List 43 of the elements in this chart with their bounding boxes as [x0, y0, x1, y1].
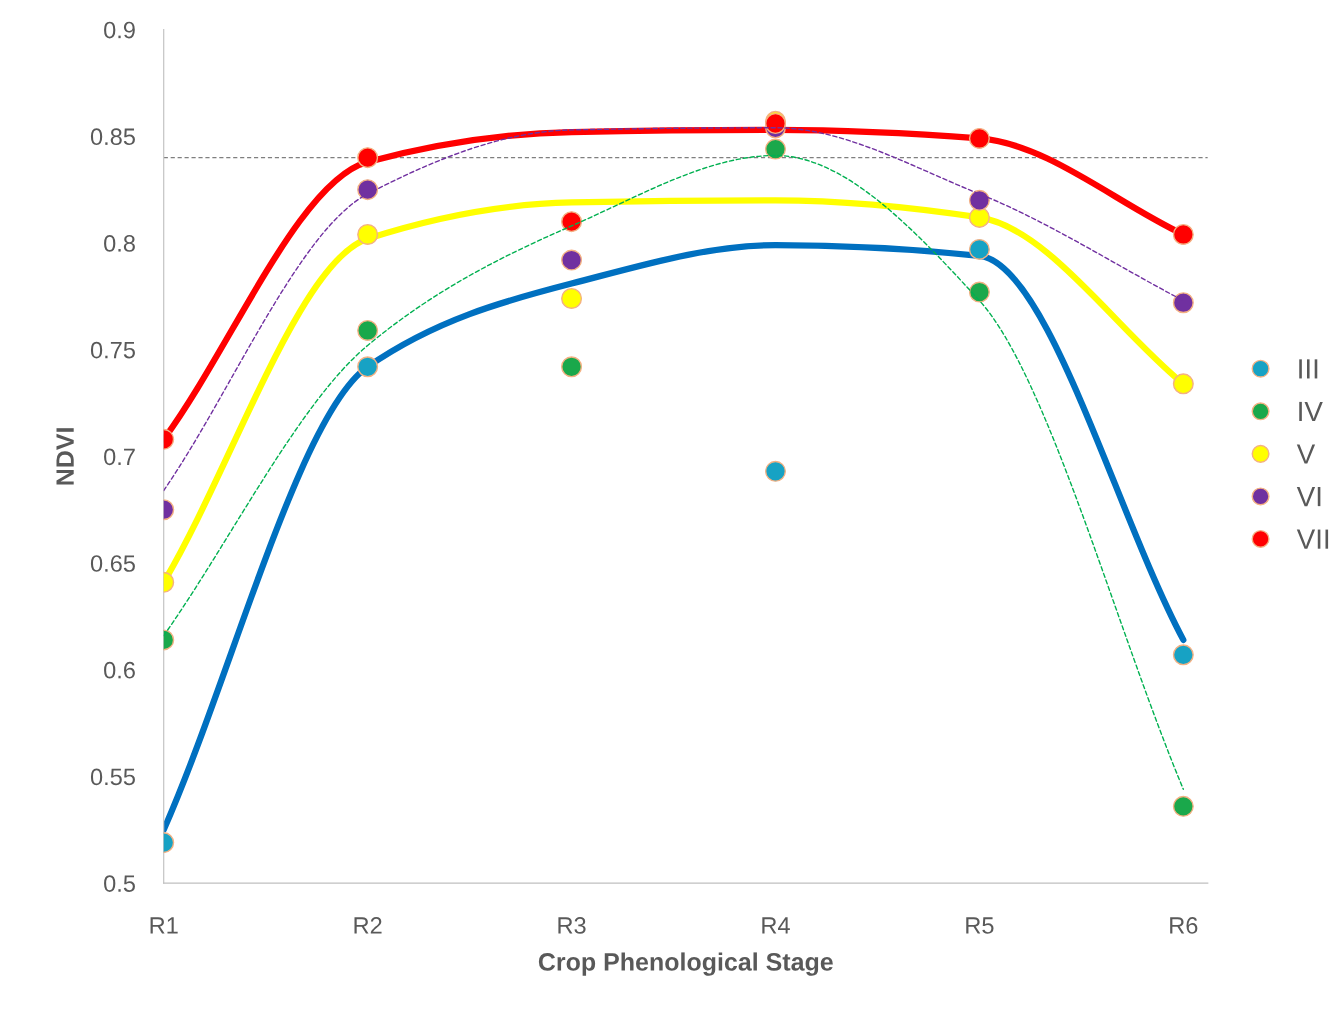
point [1172, 292, 1194, 314]
y-tick-label: 0.55 [90, 768, 135, 786]
point [1172, 223, 1194, 245]
y-tick-label: 0.5 [104, 875, 135, 892]
point [561, 356, 583, 378]
legend-label: V [1296, 444, 1316, 464]
point [1172, 644, 1194, 666]
point [764, 460, 787, 482]
point [357, 356, 379, 378]
point [561, 249, 583, 271]
y-axis-title: NDVI [56, 428, 74, 485]
legend-label: VII [1296, 529, 1329, 549]
point [968, 206, 990, 228]
point [968, 238, 990, 260]
x-tick-label: R1 [150, 917, 178, 934]
x-tick-label: R6 [1170, 917, 1198, 934]
y-tick-label: 0.6 [104, 661, 135, 679]
y-tick-label: 0.7 [104, 448, 135, 466]
y-tick-label: 0.8 [104, 235, 135, 252]
point [968, 281, 990, 303]
legend-label: III [1299, 359, 1318, 379]
point [357, 319, 379, 342]
legend-label: IV [1299, 401, 1323, 422]
x-axis-title: Crop Phenological Stage [538, 952, 833, 976]
point [357, 179, 379, 201]
point [764, 138, 787, 160]
point [1172, 373, 1194, 395]
point [1172, 795, 1194, 817]
y-tick-label: 0.65 [90, 555, 135, 572]
point [968, 127, 990, 149]
y-tick-label: 0.85 [90, 128, 135, 146]
point [561, 287, 583, 309]
y-tick-label: 0.9 [104, 21, 135, 39]
y-tick-label: 0.75 [90, 341, 135, 359]
legend-label: VI [1296, 487, 1321, 507]
point [968, 189, 990, 211]
point [357, 223, 379, 245]
point [561, 211, 583, 233]
x-tick-label: R4 [762, 917, 790, 934]
x-tick-label: R5 [966, 917, 994, 934]
x-tick-label: R2 [354, 917, 382, 934]
x-tick-label: R3 [558, 917, 586, 934]
point [357, 147, 379, 169]
